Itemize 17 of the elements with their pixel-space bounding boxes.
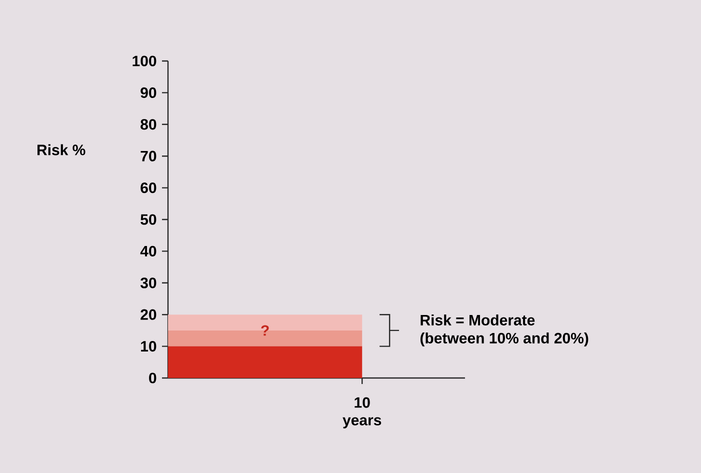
y-tick-label: 70: [140, 150, 156, 162]
y-tick-label: 100: [132, 56, 156, 66]
y-axis-title: Risk %: [37, 144, 86, 156]
text: (between 10% and 20%): [420, 332, 588, 346]
y-tick-label: 10: [141, 340, 156, 352]
x-axis-title: years: [342, 417, 382, 428]
y-tick-label: 0: [149, 372, 156, 384]
y-tick-label: 60: [140, 182, 156, 194]
y-tick-label: 50: [140, 214, 156, 225]
y-tick-label: 30: [140, 278, 156, 288]
y-tick-label: 20: [140, 309, 156, 320]
annotation: ?: [261, 325, 269, 336]
y-tick-label: 90: [140, 87, 156, 98]
bar: [168, 346, 362, 378]
y-tick-label: 40: [140, 246, 156, 257]
text: Risk = Moderate: [420, 314, 535, 326]
y-tick-label: 80: [140, 119, 156, 130]
